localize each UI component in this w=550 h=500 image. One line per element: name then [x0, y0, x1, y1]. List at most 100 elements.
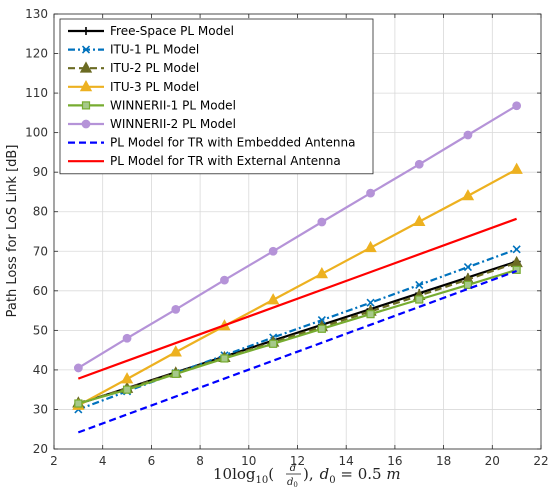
series-pl-model-for-tr-with-external-antenna [77, 217, 517, 380]
x-axis-label-fraction: d d0 [286, 463, 301, 489]
series-line [77, 104, 518, 369]
data-point [122, 333, 132, 343]
data-point [463, 280, 473, 289]
legend-entry-itu-2-pl-model: ITU-2 PL Model [68, 61, 199, 75]
x-tick-label: 22 [533, 454, 548, 468]
legend-label: WINNERII-1 PL Model [110, 98, 236, 112]
data-point [268, 246, 278, 256]
data-point [512, 101, 522, 111]
legend-marker [82, 27, 90, 35]
legend-label: Free-Space PL Model [110, 24, 234, 38]
x-tick-label: 10 [241, 454, 256, 468]
legend-entry-itu-3-pl-model: ITU-3 PL Model [68, 80, 199, 94]
x-axis-label-d-sub: 0 [329, 475, 335, 486]
legend-entry-itu-1-pl-model: ITU-1 PL Model [68, 43, 199, 57]
x-axis-label: 10log10( [213, 465, 274, 486]
y-tick-label: 70 [33, 244, 48, 258]
x-axis-label-tail: ), d0 = 0.5 m [303, 465, 401, 486]
y-tick-label: 20 [33, 442, 48, 456]
legend-marker [81, 119, 91, 129]
data-point [364, 240, 377, 253]
y-axis-label: Path Loss for LoS Link [dB] [5, 145, 20, 318]
legend-label: ITU-1 PL Model [110, 43, 199, 57]
y-tick-label: 110 [25, 86, 48, 100]
series-line [77, 260, 517, 405]
data-point [510, 162, 523, 174]
data-point [461, 189, 475, 201]
data-point [122, 385, 132, 394]
data-point [73, 363, 83, 373]
x-tick-label: 2 [50, 454, 58, 468]
legend-entry-pl-model-for-tr-with-external-antenna: PL Model for TR with External Antenna [68, 154, 341, 168]
data-point [120, 372, 134, 384]
data-point [74, 399, 83, 408]
legend-entry-winnerii-1-pl-model: WINNERII-1 PL Model [68, 98, 236, 112]
x-axis-label-frac-den-d: d [287, 477, 293, 488]
legend-label: WINNERII-2 PL Model [110, 117, 236, 131]
y-tick-label: 120 [25, 47, 48, 61]
x-axis-label-close: ), [303, 465, 314, 483]
x-tick-label: 18 [436, 454, 451, 468]
legend-label: PL Model for TR with Embedded Antenna [110, 136, 355, 150]
legend-label: ITU-2 PL Model [110, 61, 199, 75]
x-axis-label-d: d [320, 465, 330, 483]
y-tick-label: 30 [33, 402, 48, 416]
data-point [366, 310, 375, 319]
x-tick-label: 14 [339, 454, 354, 468]
data-point [171, 369, 180, 378]
y-tick-label: 80 [33, 205, 48, 219]
y-tick-label: 90 [33, 165, 48, 179]
legend-marker [81, 45, 91, 54]
data-point [415, 280, 424, 289]
x-axis-label-frac-numerator: d [290, 463, 296, 474]
x-tick-label: 8 [196, 454, 204, 468]
legend-label: ITU-3 PL Model [110, 80, 199, 94]
data-point [269, 339, 278, 348]
legend-entry-free-space-pl-model: Free-Space PL Model [68, 24, 234, 38]
data-point [315, 266, 329, 279]
data-point [366, 188, 375, 198]
legend-label: PL Model for TR with External Antenna [110, 154, 341, 168]
x-tick-label: 4 [99, 454, 107, 468]
x-axis-label-prefix: 10log [213, 465, 256, 483]
series-line [77, 217, 517, 380]
x-axis-label-open-paren: ( [268, 465, 274, 483]
y-axis-ticks: 20 30 40 50 60 70 80 90 100 110 120 130 [25, 7, 541, 456]
data-point [512, 265, 521, 274]
data-point [171, 305, 181, 314]
series-winnerii-1-pl-model [74, 265, 521, 408]
y-tick-label: 130 [25, 7, 48, 21]
data-point [220, 354, 229, 363]
series-line [78, 268, 517, 405]
data-point [415, 295, 424, 304]
x-tick-label: 20 [485, 454, 500, 468]
x-axis-label-frac-denominator: d0 [287, 477, 298, 489]
data-point [317, 217, 327, 227]
data-point [266, 293, 280, 305]
legend: Free-Space PL Model ITU-1 PL Model ITU-2 P… [59, 18, 374, 175]
data-point [463, 130, 473, 140]
x-axis-label-unit: m [386, 465, 400, 483]
series-pl-model-for-tr-with-embedded-antenna [77, 269, 517, 434]
data-point [220, 275, 229, 285]
series-lines [72, 101, 523, 434]
data-point [414, 159, 424, 169]
data-point [169, 345, 182, 357]
data-point [512, 245, 521, 254]
data-point [317, 324, 326, 333]
y-tick-label: 100 [25, 126, 48, 140]
legend-marker [79, 61, 93, 73]
y-tick-label: 60 [33, 284, 48, 298]
x-tick-label: 12 [290, 454, 305, 468]
legend-box [59, 18, 374, 175]
x-axis-label-value: = 0.5 [336, 465, 387, 483]
x-axis-label-frac-den-sub: 0 [293, 481, 297, 489]
y-tick-label: 40 [33, 363, 48, 377]
x-axis-ticks: 2 4 6 8 10 12 14 16 18 20 22 [50, 14, 549, 468]
legend-entry-winnerii-2-pl-model: WINNERII-2 PL Model [68, 117, 236, 131]
series-line [77, 168, 518, 407]
series-winnerii-2-pl-model [73, 101, 522, 373]
legend-entry-pl-model-for-tr-with-embedded-antenna: PL Model for TR with Embedded Antenna [68, 136, 355, 150]
